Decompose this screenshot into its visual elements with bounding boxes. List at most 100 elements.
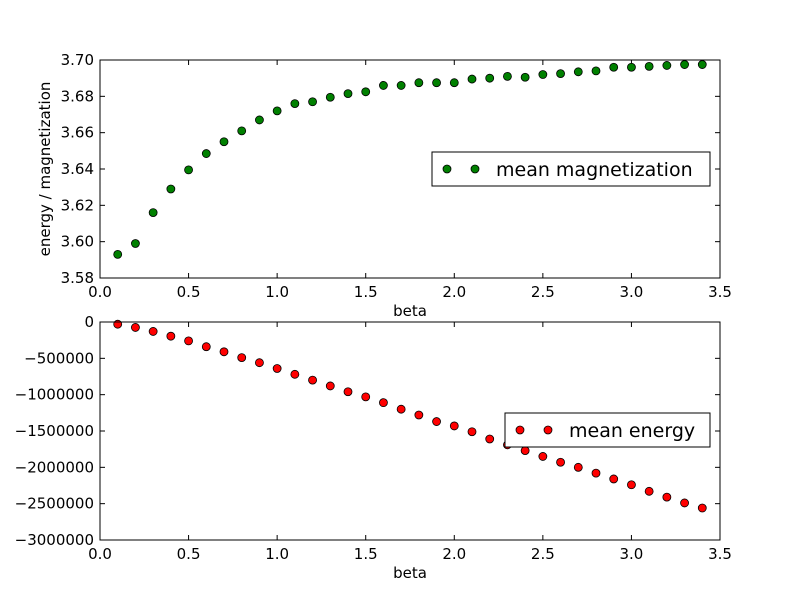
y-tick-label: −2500000 <box>15 495 94 513</box>
x-tick-label: 1.5 <box>354 283 378 301</box>
data-point <box>591 468 601 478</box>
data-point <box>343 89 353 99</box>
data-point <box>237 353 247 363</box>
data-point <box>361 87 371 97</box>
legend-label: mean energy <box>569 420 695 442</box>
y-tick-label: 3.62 <box>61 196 94 214</box>
x-axis-title: beta <box>393 302 427 320</box>
y-tick-label: −500000 <box>24 349 94 367</box>
series-1 <box>113 60 707 259</box>
data-point <box>148 327 158 336</box>
x-tick-label: 0.0 <box>88 545 112 563</box>
x-axis-title: beta <box>393 564 427 582</box>
data-point <box>556 69 565 79</box>
y-tick-label: 3.68 <box>61 87 94 105</box>
data-point <box>131 239 140 248</box>
axes-frame <box>99 59 721 279</box>
x-tick-label: 1.0 <box>265 283 289 301</box>
axes-frame <box>99 321 721 541</box>
x-tick-label: 2.5 <box>531 283 555 301</box>
x-tick-label: 0.5 <box>177 545 201 563</box>
y-tick-label: −2000000 <box>15 458 94 476</box>
data-point <box>573 67 583 77</box>
legend: mean magnetization <box>431 151 711 187</box>
x-tick-label: 1.5 <box>354 545 378 563</box>
data-point <box>396 81 406 90</box>
data-point <box>591 66 601 76</box>
data-point <box>662 61 672 70</box>
data-point <box>644 61 654 71</box>
data-point <box>538 452 548 461</box>
data-point <box>396 404 406 414</box>
data-point <box>255 115 264 125</box>
legend-marker <box>470 164 480 174</box>
data-point <box>148 208 158 218</box>
data-point <box>680 498 689 508</box>
x-tick-label: 3.0 <box>619 283 643 301</box>
data-point <box>379 81 388 90</box>
data-point <box>520 72 530 82</box>
y-tick-label: −3000000 <box>15 531 94 549</box>
data-point <box>697 60 707 69</box>
x-tick-label: 2.0 <box>442 545 466 563</box>
data-point <box>627 62 636 72</box>
legend-marker <box>515 425 525 435</box>
legend-box <box>504 412 711 448</box>
legend-marker <box>442 164 452 174</box>
data-point <box>662 492 672 502</box>
data-point <box>609 62 619 72</box>
data-point <box>237 126 247 136</box>
data-point <box>166 331 176 341</box>
data-point <box>485 73 495 83</box>
y-tick-label: −1500000 <box>15 422 94 440</box>
y-tick-label: 3.60 <box>61 233 94 251</box>
subplot-2: 0.0 0.5 1.0 1.5 2.0 2.5 3.0 3.5 0 −500000 −1000000… <box>15 313 732 582</box>
data-point <box>113 249 123 259</box>
data-point <box>680 60 689 69</box>
data-point <box>467 74 477 84</box>
x-tick-label: 3.5 <box>708 283 732 301</box>
data-point <box>520 446 530 456</box>
data-point <box>255 358 264 368</box>
data-point <box>503 71 512 81</box>
data-point <box>308 375 317 385</box>
data-point <box>131 323 140 332</box>
data-point <box>449 421 459 431</box>
data-point <box>361 392 371 402</box>
data-point <box>184 336 193 346</box>
y-tick-label: −1000000 <box>15 386 94 404</box>
data-point <box>325 92 335 102</box>
data-point <box>538 70 548 79</box>
data-point <box>449 78 459 88</box>
data-point <box>414 78 424 88</box>
data-point <box>379 398 388 408</box>
x-tick-label: 0.0 <box>88 283 112 301</box>
data-point <box>325 381 335 391</box>
x-tick-label: 3.0 <box>619 545 643 563</box>
data-point <box>219 137 229 147</box>
data-point <box>201 149 211 158</box>
y-tick-label: 3.58 <box>61 269 94 287</box>
data-point <box>573 462 583 472</box>
data-point <box>308 97 317 107</box>
legend: mean energy <box>504 412 711 448</box>
data-point <box>184 165 193 175</box>
data-point <box>432 417 441 426</box>
data-point <box>414 410 424 420</box>
x-tick-label: 0.5 <box>177 283 201 301</box>
y-tick-label: 3.64 <box>61 160 94 178</box>
y-tick-label: 0 <box>84 313 94 331</box>
y-axis-title: energy / magnetization <box>36 82 54 257</box>
data-point <box>290 369 300 379</box>
x-tick-label: 3.5 <box>708 545 732 563</box>
data-point <box>272 364 282 373</box>
x-tick-label: 2.0 <box>442 283 466 301</box>
data-point <box>609 474 619 484</box>
x-tick-label: 1.0 <box>265 545 289 563</box>
data-point <box>467 427 477 437</box>
data-point <box>556 457 565 467</box>
data-point <box>272 106 282 116</box>
data-point <box>485 434 495 444</box>
data-point <box>290 99 300 108</box>
